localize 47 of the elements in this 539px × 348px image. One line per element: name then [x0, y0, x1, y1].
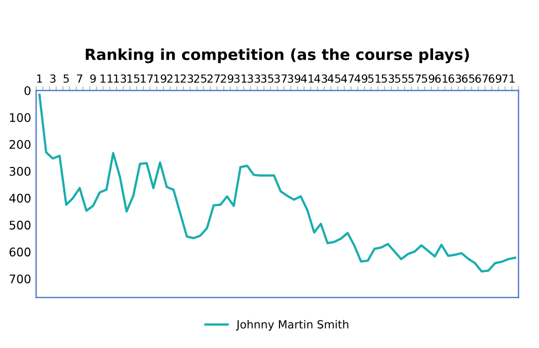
x-tick-label: 7 — [77, 74, 82, 83]
x-tick-label: 51 — [368, 74, 381, 83]
y-tick-label: 0 — [24, 86, 30, 96]
x-tick-label: 29 — [220, 74, 234, 83]
x-tick-label: 49 — [354, 74, 368, 83]
y-tick-label: 700 — [10, 274, 30, 284]
x-tick-label: 61 — [435, 74, 448, 83]
x-tick-label: 35 — [261, 74, 274, 83]
y-tick-label: 300 — [10, 166, 30, 176]
y-tick-label: 600 — [10, 248, 30, 256]
x-tick-label: 19 — [154, 74, 166, 83]
x-tick-label: 57 — [408, 74, 421, 83]
x-tick-label: 45 — [328, 74, 340, 83]
x-tick-label: 59 — [422, 74, 434, 83]
x-tick-label: 11 — [100, 74, 113, 83]
x-tick-label: 47 — [341, 74, 354, 83]
x-tick-label: 65 — [462, 74, 474, 83]
x-tick-label: 37 — [274, 74, 287, 83]
y-tick-label: 400 — [9, 194, 30, 203]
x-tick-label: 69 — [488, 74, 502, 83]
x-tick-label: 9 — [90, 74, 96, 83]
x-tick-label: 15 — [127, 74, 140, 83]
y-tick-label: 100 — [10, 113, 30, 122]
x-tick-label: 55 — [395, 74, 408, 83]
x-tick-label: 27 — [207, 74, 220, 83]
legend-label: Johnny Martin Smith — [236, 320, 348, 331]
x-tick-label: 21 — [167, 74, 180, 83]
x-tick-label: 63 — [448, 74, 462, 83]
x-tick-label: 13 — [114, 74, 126, 83]
line-series — [38, 94, 516, 273]
x-tick-label: 39 — [288, 74, 300, 83]
x-tick-label: 41 — [300, 74, 314, 83]
x-tick-label: 1 — [37, 74, 42, 83]
x-tick-label: 33 — [248, 74, 260, 83]
x-tick-label: 67 — [475, 74, 488, 83]
x-tick-label: 53 — [382, 74, 394, 83]
chart-title: Ranking in competition (as the course plays) — [86, 48, 469, 64]
y-tick-label: 500 — [10, 220, 30, 230]
x-tick-label: 43 — [314, 74, 328, 83]
x-tick-label: 23 — [180, 74, 194, 83]
x-tick-label: 71 — [502, 74, 515, 83]
x-tick-label: 3 — [50, 74, 56, 83]
x-tick-label: 17 — [140, 74, 153, 83]
x-tick-label: 5 — [64, 74, 69, 83]
y-tick-label: 200 — [10, 140, 30, 149]
x-tick-label: 25 — [194, 74, 206, 83]
x-tick-label: 31 — [234, 74, 247, 83]
